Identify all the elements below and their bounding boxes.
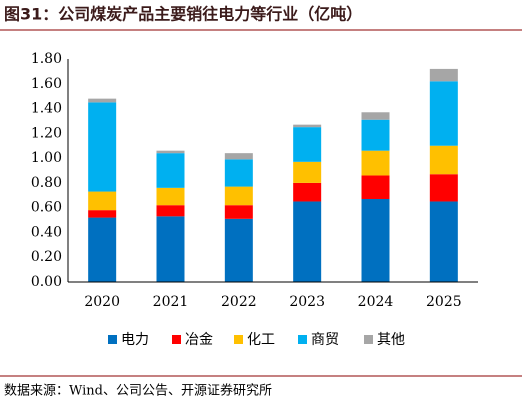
bar-segment (88, 217, 117, 282)
legend-label: 冶金 (185, 332, 213, 348)
bar-segment (293, 124, 322, 128)
bar-segment (293, 127, 322, 162)
bar-segment (429, 81, 458, 146)
x-tick-label: 2020 (84, 294, 120, 310)
bar-segment (361, 175, 390, 199)
x-tick-label: 2023 (289, 294, 325, 310)
bar-segment (224, 159, 253, 187)
x-tick-label: 2025 (426, 294, 462, 310)
legend-swatch (234, 335, 243, 344)
legend-label: 化工 (247, 332, 275, 348)
x-tick-label: 2022 (221, 294, 257, 310)
bar-segment (156, 150, 185, 154)
bar-segment (429, 68, 458, 82)
y-tick-label: 1.40 (31, 101, 62, 117)
bar-segment (361, 119, 390, 151)
y-tick-label: 0.80 (31, 175, 62, 191)
legend-label: 电力 (121, 332, 149, 348)
legend-label: 其他 (377, 332, 405, 348)
legend-swatch (108, 335, 117, 344)
bar-segment (224, 218, 253, 282)
y-tick-label: 0.00 (31, 274, 62, 290)
bar-segment (361, 112, 390, 120)
bar-segment (293, 201, 322, 282)
source: 数据来源：Wind、公司公告、开源证券研究所 (4, 383, 272, 399)
x-tick-label: 2021 (153, 294, 189, 310)
bar-segment (88, 102, 117, 192)
bar-segment (88, 98, 117, 103)
x-tick-label: 2024 (358, 294, 394, 310)
y-tick-label: 1.20 (31, 125, 62, 141)
y-tick-label: 1.80 (31, 51, 62, 67)
bar-segment (293, 161, 322, 183)
legend-swatch (298, 335, 307, 344)
bar-segment (429, 174, 458, 202)
y-tick-label: 1.60 (31, 76, 62, 92)
legend-label: 商贸 (311, 332, 339, 348)
bar-segment (156, 216, 185, 282)
bar-segment (224, 186, 253, 206)
bar-segment (156, 205, 185, 217)
legend-swatch (172, 335, 181, 344)
bar-segment (156, 187, 185, 206)
bar-segment (293, 182, 322, 202)
bar-segment (156, 153, 185, 188)
chart-title: 图31：公司煤炭产品主要销往电力等行业（亿吨） (4, 5, 362, 24)
bar-segment (429, 145, 458, 175)
bar-segment (88, 210, 117, 218)
y-tick-label: 0.40 (31, 224, 62, 240)
y-tick-label: 0.60 (31, 200, 62, 216)
bar-segment (429, 201, 458, 282)
y-tick-label: 0.20 (31, 249, 62, 265)
bar-segment (224, 153, 253, 160)
legend-swatch (364, 335, 373, 344)
bar-segment (361, 198, 390, 282)
y-tick-label: 1.00 (31, 150, 62, 166)
bar-segment (224, 205, 253, 219)
bar-segment (88, 191, 117, 211)
bar-segment (361, 150, 390, 176)
